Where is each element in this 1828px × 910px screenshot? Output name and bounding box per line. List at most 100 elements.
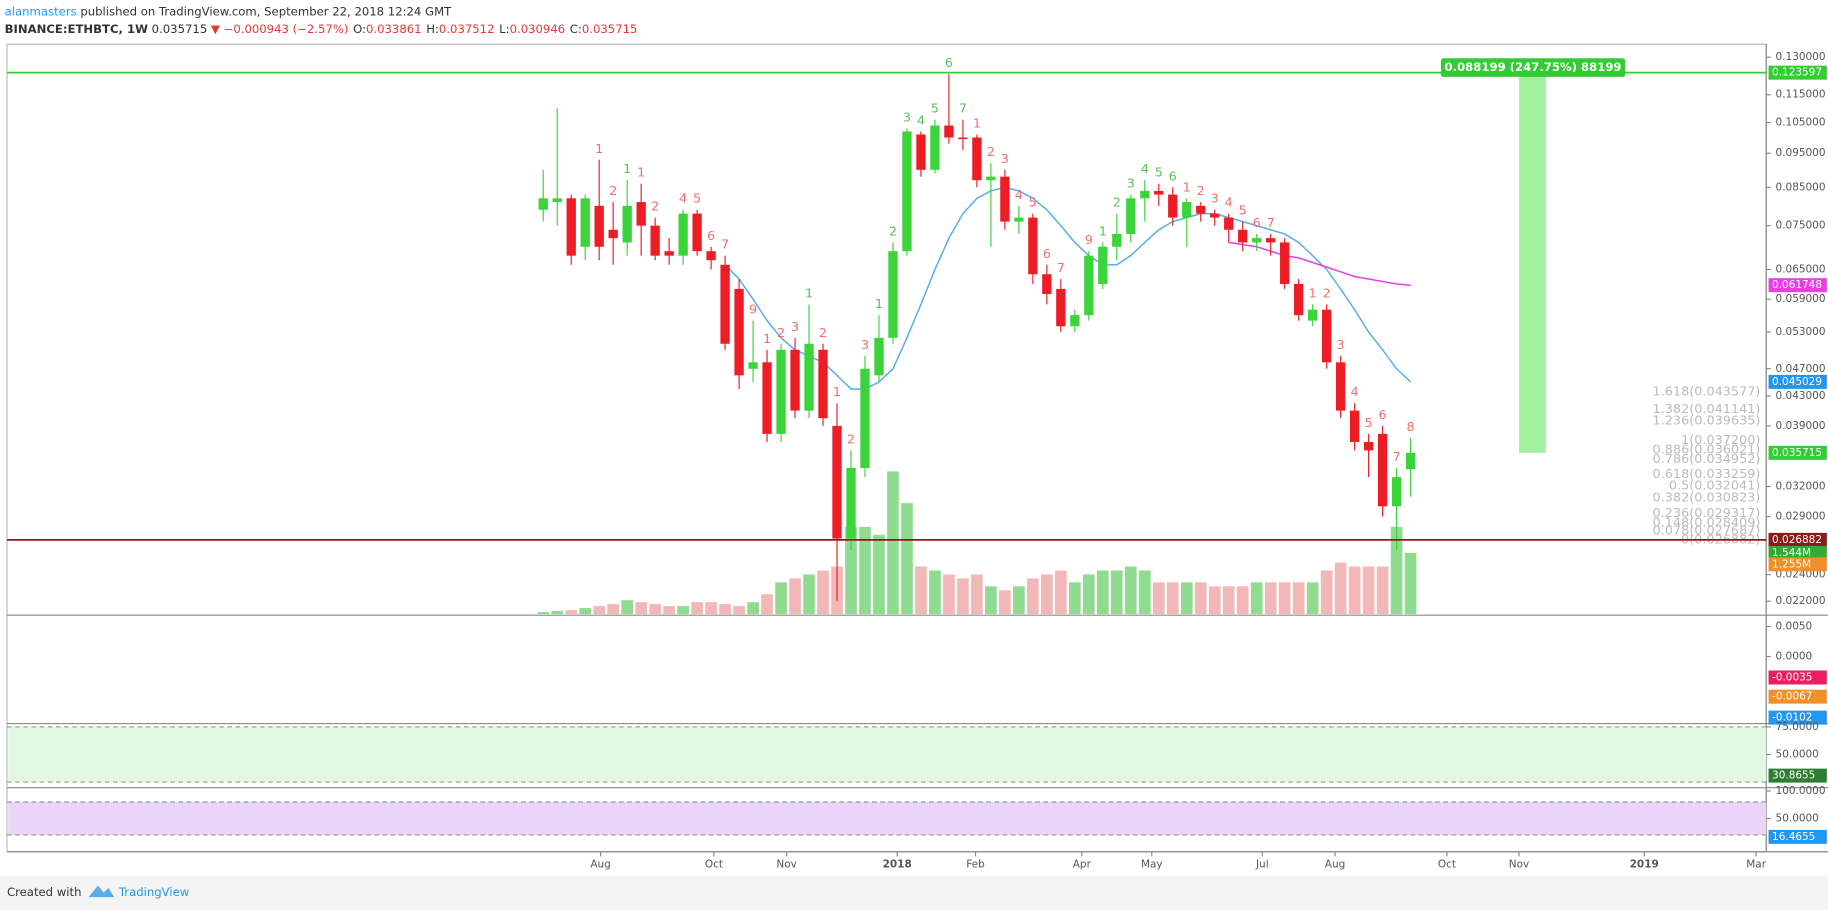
td-count: 6	[1043, 247, 1051, 262]
x-tick-label: Aug	[1325, 859, 1345, 871]
td-count: 2	[1197, 184, 1205, 199]
volume-bar	[1027, 578, 1039, 615]
y-tick-label: 50.0000	[1776, 812, 1819, 824]
footer-bar	[0, 876, 1828, 910]
candle-body	[622, 205, 632, 243]
td-count: 4	[1351, 385, 1359, 400]
td-count: 6	[707, 229, 715, 244]
moving-average	[724, 186, 1412, 390]
volume-tag	[1768, 557, 1827, 572]
candle-body	[1294, 283, 1304, 316]
volume-bar	[1096, 570, 1109, 615]
td-count: 4	[1141, 162, 1149, 177]
volume-bar	[887, 471, 899, 615]
td-count: 1	[973, 117, 981, 132]
candle-body	[1210, 213, 1220, 218]
x-tick-label: Nov	[1509, 859, 1529, 871]
candle-body	[566, 198, 576, 256]
volume-bar	[1222, 586, 1235, 615]
candle-body	[692, 213, 702, 252]
td-count: 6	[1253, 216, 1261, 231]
change: −0.000943 (−2.57%)	[224, 22, 349, 36]
y-tick-label: 0.085000	[1776, 181, 1826, 193]
candle-body	[1084, 255, 1094, 316]
y-tick-label: 0.065000	[1776, 263, 1826, 275]
candle-body	[846, 467, 856, 539]
indicator-tag	[1768, 768, 1827, 783]
x-tick-label: Feb	[966, 859, 985, 871]
last-price: 0.035715	[152, 22, 208, 36]
volume-bar	[1278, 582, 1291, 615]
volume-tag	[1768, 545, 1827, 560]
candle-body	[608, 229, 618, 239]
indicator-tag-label: 30.8655	[1772, 770, 1815, 782]
candle-body	[1377, 433, 1388, 507]
x-tick-label: Nov	[776, 859, 796, 871]
indicator-tag	[1768, 670, 1827, 685]
indicator-band	[8, 726, 1767, 783]
td-count: 2	[889, 224, 897, 239]
footer-brand[interactable]: TradingView	[118, 885, 190, 899]
fib-label: 0.078(0.027687)	[1653, 523, 1761, 538]
volume-bar	[1292, 582, 1305, 615]
candle-body	[874, 337, 884, 376]
price-tag	[1768, 445, 1827, 460]
y-tick-label: 0.115000	[1776, 89, 1826, 101]
candle-body	[1266, 238, 1276, 243]
fib-label: 1.236(0.039635)	[1653, 413, 1761, 428]
y-tick-label: 0.130000	[1776, 51, 1826, 63]
volume-bar	[999, 590, 1011, 615]
volume-bar	[1041, 574, 1053, 615]
candle-body	[958, 137, 968, 140]
td-count: 3	[1127, 177, 1135, 192]
ohlc-key: C:	[570, 22, 582, 36]
td-count: 1	[637, 166, 645, 181]
x-tick-label: Oct	[705, 859, 723, 871]
candle-body	[734, 288, 744, 376]
td-count: 3	[1211, 192, 1219, 207]
down-arrow: ▼	[211, 22, 220, 36]
td-count: 3	[791, 320, 799, 335]
candle-body	[1405, 452, 1416, 470]
td-count: 2	[1113, 196, 1121, 211]
candle-body	[1224, 217, 1234, 230]
volume-bar	[1404, 552, 1417, 615]
candle-body	[1126, 198, 1136, 234]
candle-body	[916, 134, 926, 170]
volume-bar	[775, 582, 787, 615]
td-count: 5	[931, 102, 939, 117]
volume-bar	[1124, 566, 1137, 615]
y-tick-label: 0.059000	[1776, 293, 1826, 305]
td-count: 7	[1057, 261, 1065, 276]
volume-bar	[761, 594, 773, 615]
candle-body	[832, 425, 842, 539]
volume-bar	[593, 606, 606, 615]
price-tag-label: 0.035715	[1772, 447, 1822, 459]
author[interactable]: alanmasters	[5, 4, 77, 18]
volume-bar	[901, 503, 913, 615]
x-tick-label: Mar	[1746, 859, 1766, 871]
volume-bar	[817, 570, 829, 615]
td-count: 5	[693, 192, 701, 207]
price-tag-label: 0.026882	[1772, 534, 1822, 546]
candle-body	[1321, 309, 1332, 363]
td-count: 4	[1225, 196, 1233, 211]
td-count: 1	[833, 385, 841, 400]
y-tick-label: 0.022000	[1776, 595, 1826, 607]
td-count: 6	[1379, 408, 1387, 423]
indicator-tag	[1768, 829, 1827, 844]
header-line: alanmasters published on TradingView.com…	[5, 4, 452, 18]
volume-bar	[1376, 566, 1389, 615]
volume-bar	[691, 602, 703, 615]
candle-body	[818, 349, 828, 419]
volume-bar	[1194, 582, 1207, 615]
volume-bar	[929, 570, 941, 615]
candle-body	[636, 202, 646, 226]
volume-bar	[733, 606, 745, 615]
y-tick-label: 0.053000	[1776, 326, 1826, 338]
candle-body	[1252, 238, 1262, 243]
candle-body	[1196, 205, 1206, 214]
td-count: 4	[917, 113, 925, 128]
y-tick-label: 0.043000	[1776, 390, 1826, 402]
candle-body	[804, 343, 814, 411]
